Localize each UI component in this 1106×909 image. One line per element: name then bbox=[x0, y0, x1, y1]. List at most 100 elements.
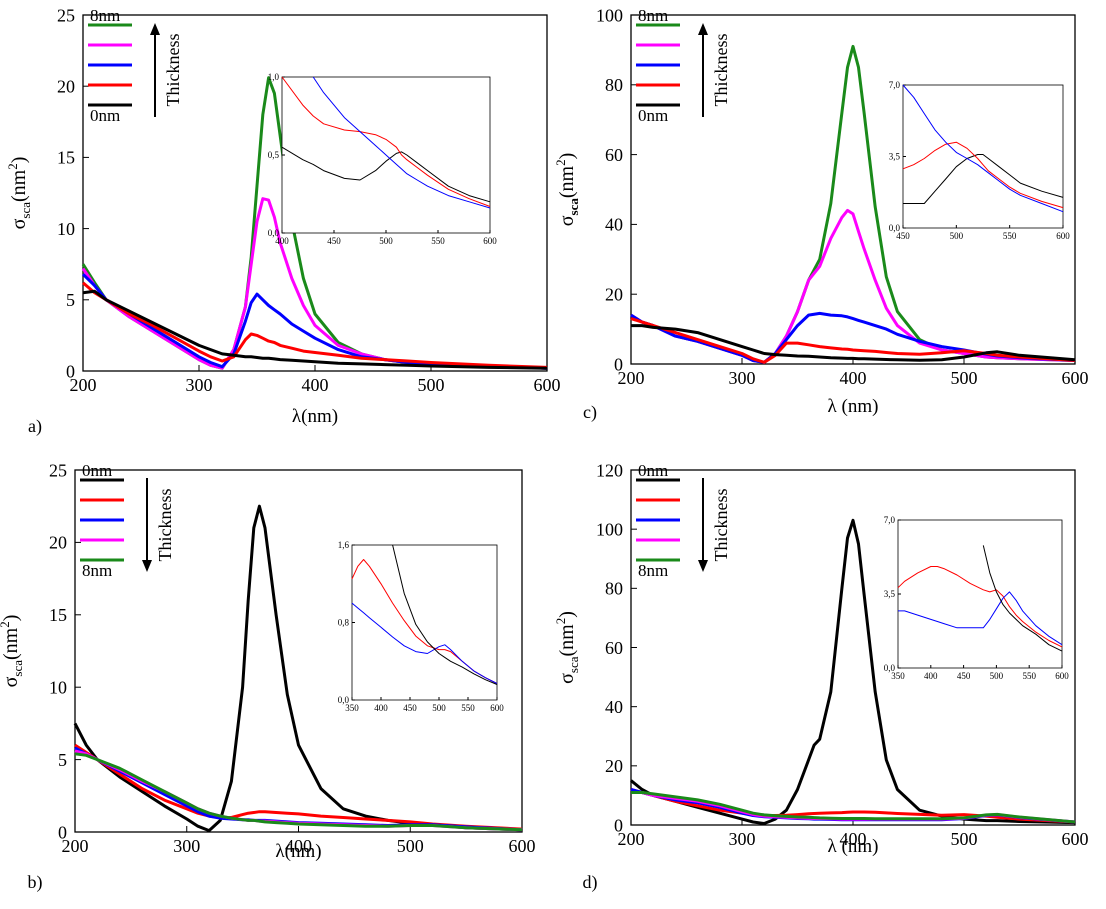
x-tick-label: 600 bbox=[1056, 231, 1070, 241]
y-tick-label: 25 bbox=[49, 460, 67, 480]
x-tick-label: 200 bbox=[62, 836, 89, 856]
x-tick-label: 500 bbox=[990, 671, 1004, 681]
y-tick-label: 7,0 bbox=[884, 515, 896, 525]
legend-label: 8nm bbox=[82, 561, 112, 580]
y-axis-label: σsca(nm2) bbox=[5, 157, 33, 230]
x-tick-label: 450 bbox=[403, 703, 417, 713]
x-tick-label: 400 bbox=[840, 368, 867, 388]
annotation: Thickness bbox=[711, 489, 731, 562]
annotation: Thickness bbox=[711, 34, 731, 107]
series-line bbox=[281, 146, 491, 203]
y-tick-label: 0 bbox=[66, 361, 75, 381]
y-label-symbol: σ bbox=[0, 676, 22, 687]
x-tick-label: 200 bbox=[618, 829, 645, 849]
inset-frame bbox=[902, 84, 1064, 229]
y-tick-label: 0 bbox=[614, 354, 623, 374]
y-label-subscript: sca bbox=[566, 198, 581, 216]
series-line bbox=[630, 788, 1076, 824]
x-tick-label: 600 bbox=[1062, 829, 1089, 849]
series-line bbox=[281, 76, 491, 207]
y-label-symbol: σ bbox=[556, 673, 578, 684]
arrow-head bbox=[698, 560, 708, 572]
legend-label: 0nm bbox=[90, 106, 120, 125]
y-axis-label: σsca(nm2) bbox=[0, 615, 25, 688]
y-label-subscript: sca bbox=[10, 660, 25, 677]
arrow-head bbox=[142, 560, 152, 572]
x-tick-label: 600 bbox=[483, 236, 497, 246]
y-tick-label: 3,5 bbox=[884, 589, 896, 599]
y-tick-label: 100 bbox=[596, 5, 623, 25]
y-tick-label: 60 bbox=[605, 638, 623, 658]
inset-frame bbox=[897, 519, 1063, 669]
annotation: Thickness bbox=[155, 489, 175, 562]
annotation: Thickness bbox=[163, 34, 183, 107]
series-line bbox=[898, 591, 1063, 646]
x-axis-label: λ (nm) bbox=[828, 836, 879, 857]
y-tick-label: 15 bbox=[57, 148, 75, 168]
x-axis-label: λ(nm) bbox=[292, 406, 338, 427]
x-tick-label: 550 bbox=[1022, 671, 1036, 681]
y-tick-label: 3,5 bbox=[889, 152, 901, 162]
y-tick-label: 40 bbox=[605, 215, 623, 235]
y-label-unit: (nm bbox=[556, 624, 578, 657]
x-tick-label: 400 bbox=[302, 375, 329, 395]
x-axis-label: λ (nm) bbox=[828, 396, 879, 417]
x-tick-label: 600 bbox=[490, 703, 504, 713]
panel-label: a) bbox=[28, 416, 42, 437]
panel-label: c) bbox=[583, 402, 597, 423]
x-tick-label: 600 bbox=[1062, 368, 1089, 388]
y-tick-label: 0 bbox=[58, 822, 67, 842]
arrow-head bbox=[150, 23, 160, 35]
series-line bbox=[630, 311, 1076, 364]
x-tick-label: 500 bbox=[379, 236, 393, 246]
y-label-symbol: σ bbox=[556, 215, 578, 226]
x-tick-label: 500 bbox=[951, 368, 978, 388]
x-tick-label: 500 bbox=[951, 829, 978, 849]
legend-label: 8nm bbox=[638, 6, 668, 25]
y-tick-label: 25 bbox=[57, 5, 75, 25]
y-tick-label: 40 bbox=[605, 697, 623, 717]
panel-label: b) bbox=[28, 872, 43, 893]
y-tick-label: 0,0 bbox=[884, 663, 896, 673]
y-axis-label: σsca(nm2) bbox=[553, 611, 581, 684]
y-tick-label: 0 bbox=[614, 815, 623, 835]
y-tick-label: 0,0 bbox=[268, 228, 280, 238]
y-tick-label: 10 bbox=[57, 219, 75, 239]
x-tick-label: 450 bbox=[896, 231, 910, 241]
y-tick-label: 15 bbox=[49, 605, 67, 625]
x-tick-label: 550 bbox=[431, 236, 445, 246]
y-tick-label: 80 bbox=[605, 75, 623, 95]
y-label-unit: (nm bbox=[0, 627, 22, 660]
y-label-superscript: 2 bbox=[0, 621, 12, 628]
x-tick-label: 500 bbox=[432, 703, 446, 713]
y-label-superscript: 2 bbox=[553, 159, 568, 166]
arrow-head bbox=[698, 23, 708, 35]
x-tick-label: 200 bbox=[618, 368, 645, 388]
y-tick-label: 1,6 bbox=[338, 540, 350, 550]
x-tick-label: 350 bbox=[891, 671, 905, 681]
y-tick-label: 5 bbox=[58, 750, 67, 770]
y-tick-label: 80 bbox=[605, 579, 623, 599]
y-label-subscript: sca bbox=[18, 202, 33, 219]
y-label-unit: (nm bbox=[556, 165, 578, 198]
y-tick-label: 60 bbox=[605, 145, 623, 165]
series-line bbox=[82, 289, 548, 370]
series-line bbox=[82, 281, 548, 369]
x-tick-label: 450 bbox=[957, 671, 971, 681]
x-tick-label: 400 bbox=[275, 236, 289, 246]
y-tick-label: 20 bbox=[605, 756, 623, 776]
x-tick-label: 550 bbox=[1003, 231, 1017, 241]
legend-label: 0nm bbox=[82, 461, 112, 480]
legend-label: 8nm bbox=[90, 6, 120, 25]
series-line bbox=[897, 566, 1063, 648]
y-tick-label: 5 bbox=[66, 290, 75, 310]
x-tick-label: 600 bbox=[1055, 671, 1069, 681]
series-line bbox=[351, 602, 498, 684]
series-line bbox=[630, 317, 1076, 364]
series-line bbox=[982, 545, 1063, 652]
series-line bbox=[312, 76, 491, 209]
y-tick-label: 0,5 bbox=[268, 150, 280, 160]
legend-label: 8nm bbox=[638, 561, 668, 580]
x-tick-label: 400 bbox=[374, 703, 388, 713]
y-label-end: ) bbox=[8, 157, 30, 164]
